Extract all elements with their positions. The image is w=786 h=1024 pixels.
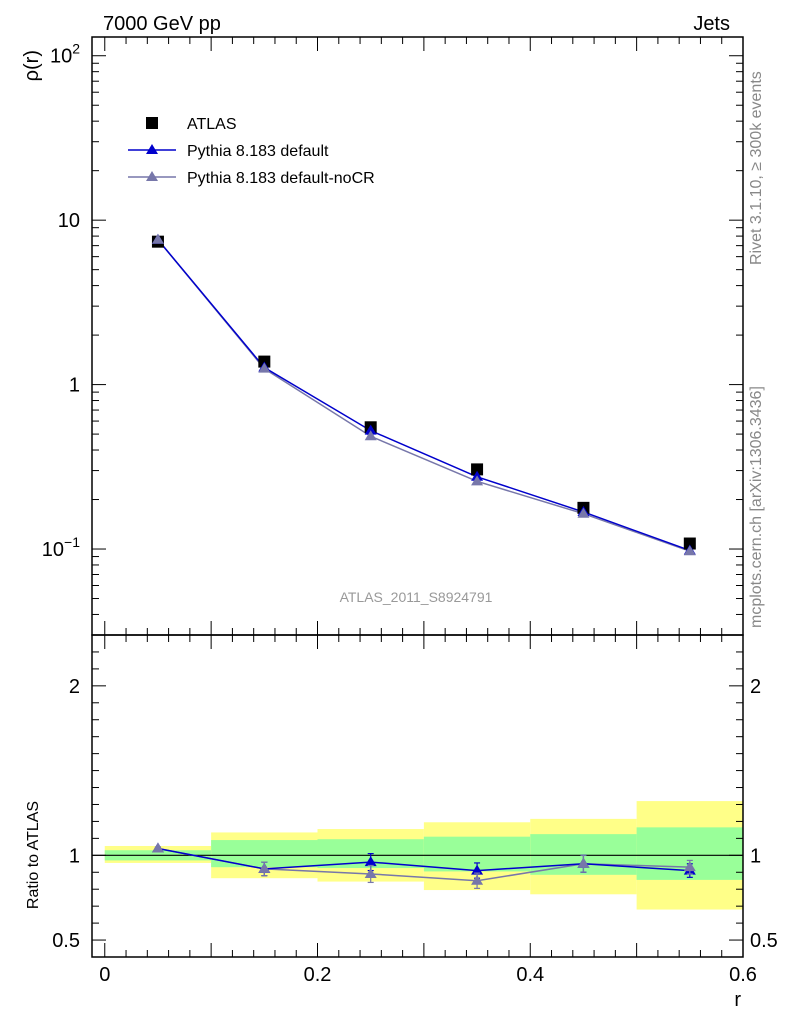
main-y-tick-label: 1: [69, 375, 80, 397]
nocr-point: [364, 430, 377, 441]
atlas-point: [471, 463, 484, 476]
main-line-nocr: [157, 239, 691, 552]
ratio-nocr-point: [577, 857, 590, 868]
ratio-nocr-point: [151, 842, 164, 853]
ratio-y-tick-label-left: 2: [69, 676, 80, 698]
main-y-tick-label: 10−1: [42, 534, 80, 561]
x-tick-label: 0.6: [729, 964, 757, 986]
main-panel: ATLAS_2011_S8924791 102 10 1 10−1 ρ(r) ATLA…: [21, 36, 744, 636]
legend-marker-nocr: [146, 171, 158, 181]
main-y-tick-label: 102: [50, 41, 80, 68]
ratio-panel: 2 2 1 1 0.5 0.5 0 0.2 0.4 0.6 Ratio to ATLAS r: [25, 634, 778, 1011]
main-y-axis-label: ρ(r): [21, 50, 43, 81]
default-point: [364, 424, 377, 435]
main-y-tick-labels: 102 10 1 10−1: [42, 41, 80, 561]
header-right: Jets: [693, 13, 730, 35]
x-tick-label: 0: [99, 964, 110, 986]
main-series-lines: [157, 239, 691, 552]
main-y-tick-label: 10: [58, 210, 80, 232]
ratio-y-tick-labels: 2 2 1 1 0.5 0.5: [52, 676, 778, 952]
ratio-default-point: [471, 864, 484, 875]
nocr-point: [258, 362, 271, 373]
ratio-frame: [91, 634, 744, 958]
nocr-point: [683, 545, 696, 556]
analysis-id: ATLAS_2011_S8924791: [340, 589, 493, 605]
ratio-line-default: [157, 847, 690, 872]
ratio-y-ticks: [92, 634, 743, 958]
legend-label-nocr: Pythia 8.183 default-noCR: [187, 170, 375, 187]
x-axis-label: r: [734, 989, 741, 1011]
main-series-markers: [151, 233, 696, 556]
header-left: 7000 GeV pp: [103, 13, 221, 35]
ratio-nocr-point: [471, 874, 484, 885]
main-y-ticks: [92, 55, 743, 636]
rivet-label: Rivet 3.1.10, ≥ 300k events: [748, 71, 765, 265]
nocr-point: [471, 475, 484, 486]
ratio-y-tick-label-right: 2: [750, 676, 761, 698]
main-line-default: [157, 239, 691, 552]
ratio-x-ticks: [104, 635, 744, 957]
ratio-nocr-point: [258, 862, 271, 873]
mcplots-label: mcplots.cern.ch [arXiv:1306.3436]: [748, 386, 765, 628]
atlas-point: [683, 537, 696, 550]
legend-marker-atlas: [146, 117, 158, 129]
x-tick-label: 0.2: [304, 964, 332, 986]
ratio-y-axis-label: Ratio to ATLAS: [25, 801, 42, 909]
legend-label-default: Pythia 8.183 default: [187, 143, 329, 160]
legend-marker-default: [146, 144, 158, 154]
legend: ATLAS Pythia 8.183 default Pythia 8.183 …: [128, 116, 375, 187]
ratio-series-lines: [157, 847, 690, 882]
ratio-nocr-point: [364, 867, 377, 878]
ratio-y-tick-label-right: 0.5: [750, 930, 778, 952]
ratio-default-point: [364, 856, 377, 867]
x-tick-label: 0.4: [516, 964, 544, 986]
ratio-y-tick-label-left: 1: [69, 845, 80, 867]
ratio-nocr-point: [683, 861, 696, 872]
ratio-series-markers: [151, 842, 696, 889]
nocr-point: [151, 233, 164, 244]
nocr-point: [577, 507, 590, 518]
ratio-y-tick-label-right: 1: [750, 845, 761, 867]
ratio-y-tick-label-left: 0.5: [52, 930, 80, 952]
legend-label-atlas: ATLAS: [187, 116, 237, 133]
ratio-x-tick-labels: 0 0.2 0.4 0.6: [99, 964, 757, 986]
